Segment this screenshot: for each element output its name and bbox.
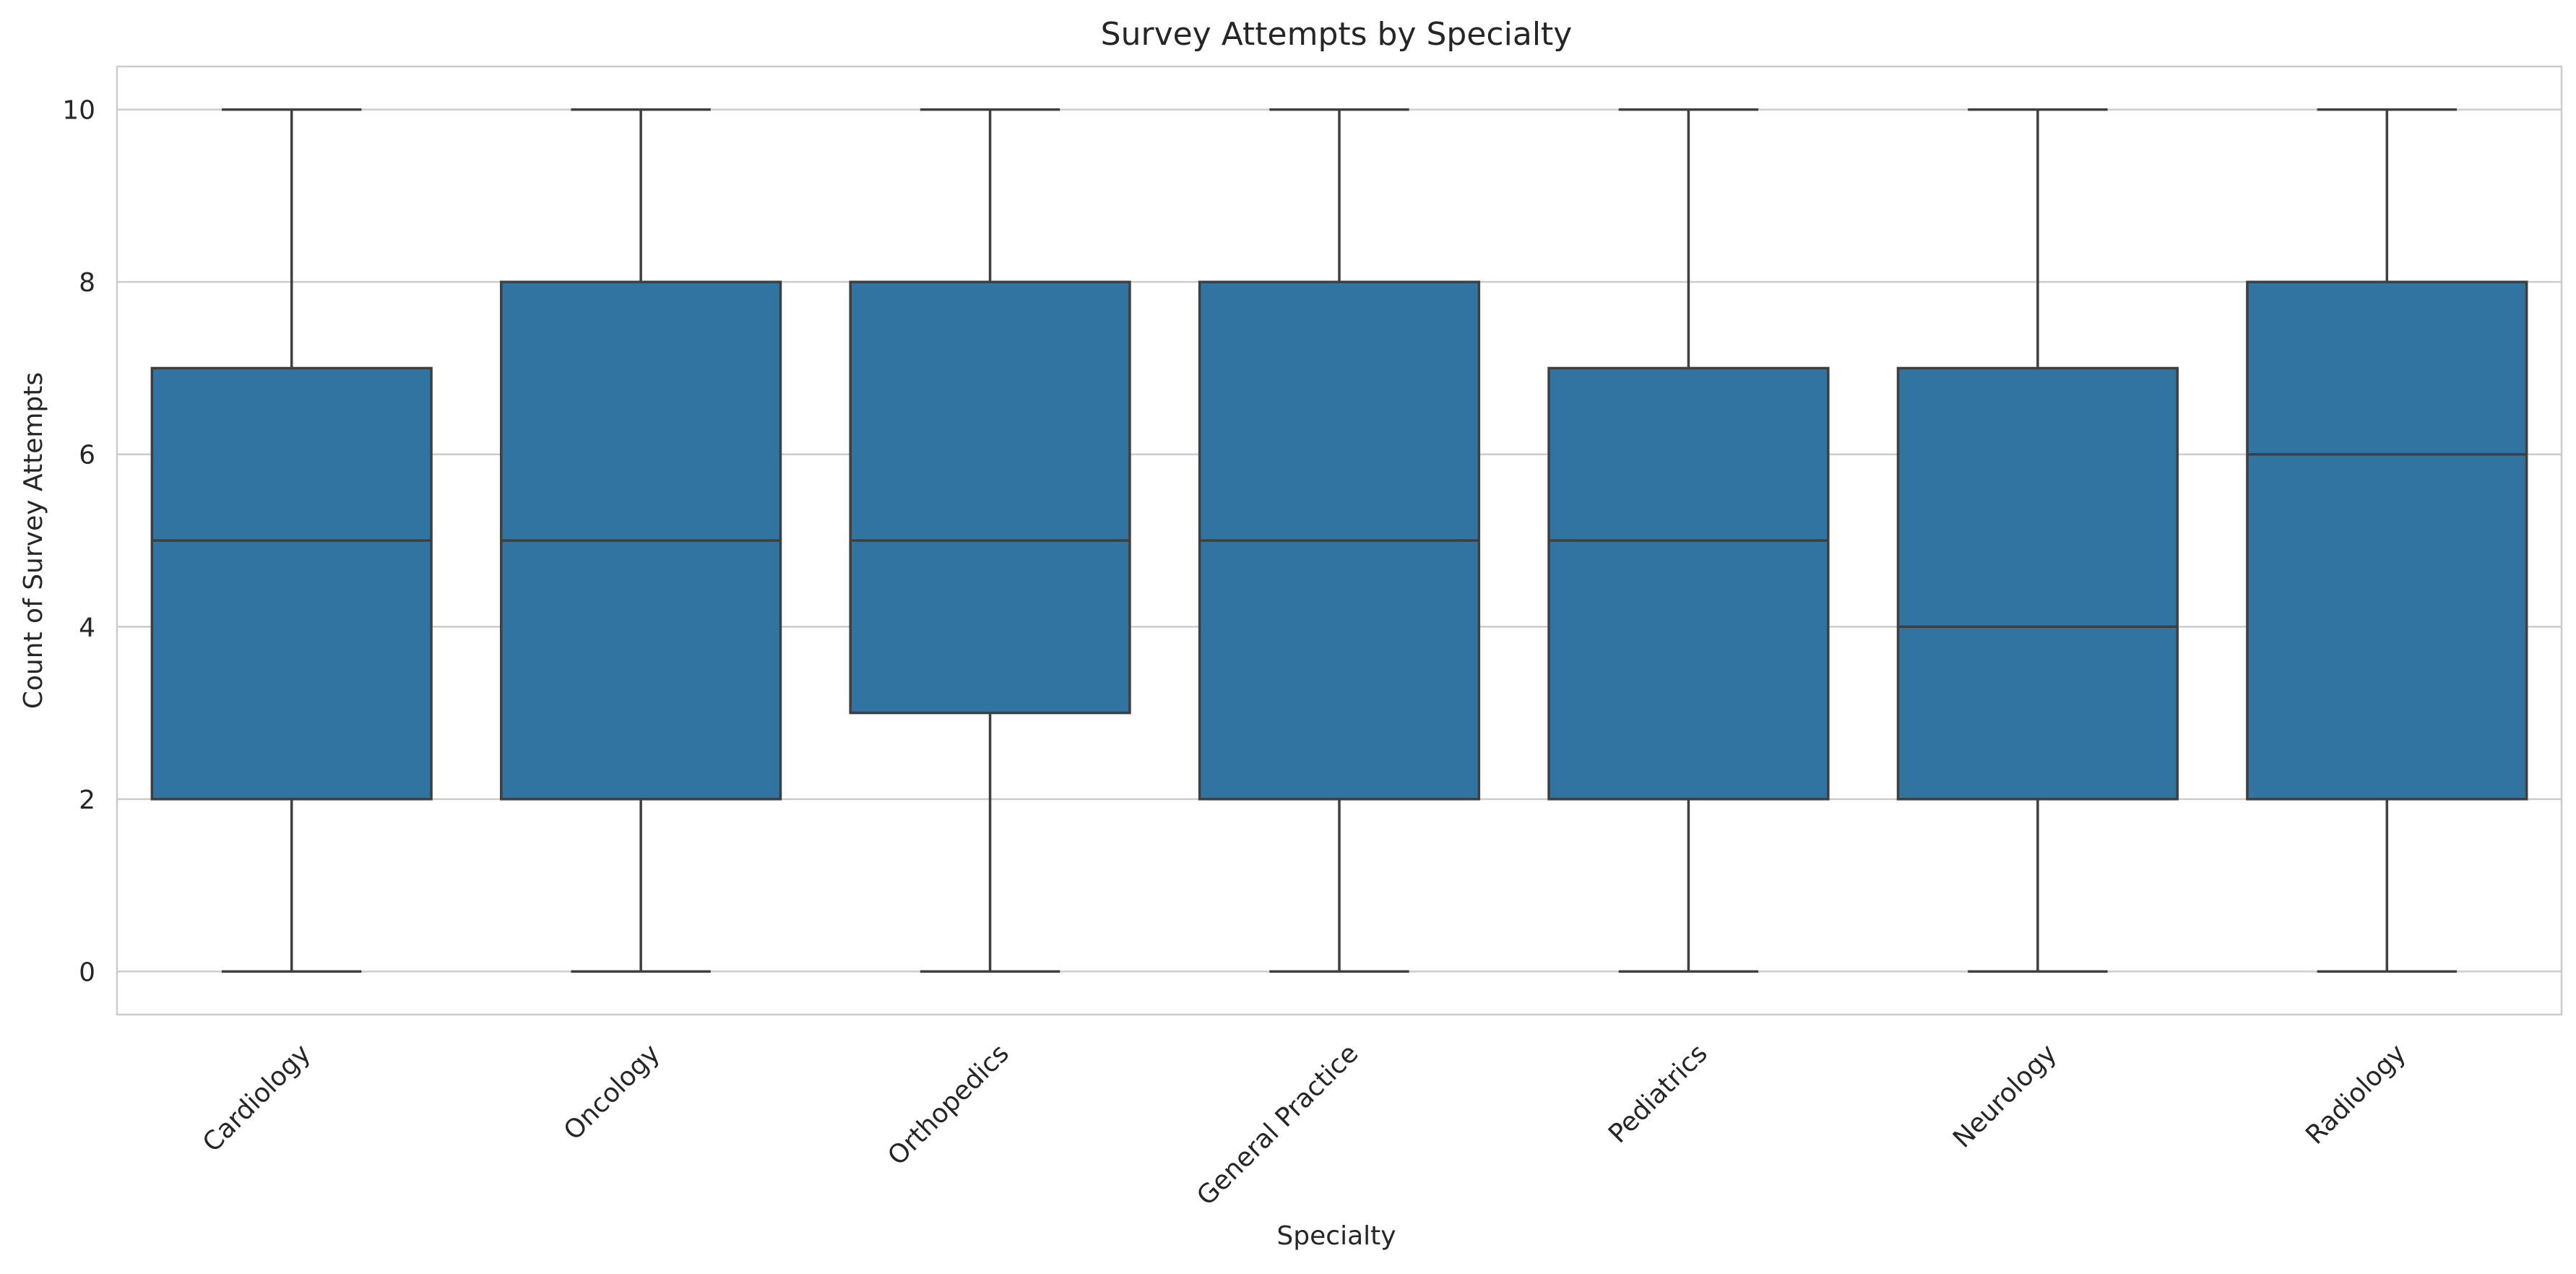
box-orthopedics (849, 108, 1131, 973)
x-tick-label: Orthopedics (882, 1038, 1014, 1171)
y-tick-label: 4 (79, 613, 95, 642)
x-tick-label: General Practice (1191, 1038, 1364, 1211)
boxes (150, 108, 2528, 973)
iqr-box (150, 366, 433, 801)
y-tick-label: 0 (79, 957, 95, 987)
x-tick-label: Pediatrics (1603, 1038, 1713, 1149)
plot-area-frame (116, 65, 2563, 1016)
box-oncology (500, 108, 782, 973)
y-tick-label: 10 (62, 96, 95, 126)
y-tick-label: 2 (79, 786, 95, 815)
x-tick-label: Cardiology (197, 1038, 316, 1158)
box-radiology (2246, 108, 2528, 973)
x-tick-label: Neurology (1948, 1038, 2062, 1153)
iqr-box (1547, 366, 1830, 801)
box-general-practice (1198, 108, 1481, 973)
box-pediatrics (1547, 108, 1830, 973)
x-tick-label: Radiology (2300, 1038, 2411, 1150)
x-tick-labels: Cardiology Oncology Orthopedics General Pra… (197, 1038, 2412, 1211)
x-tick-label: Oncology (558, 1038, 666, 1146)
chart-title: Survey Attempts by Specialty (1101, 16, 1573, 53)
iqr-box (1896, 366, 2179, 801)
box-neurology (1896, 108, 2179, 973)
box-cardiology (150, 108, 433, 973)
y-axis-label: Count of Survey Attempts (19, 372, 48, 709)
iqr-box (849, 280, 1131, 715)
y-tick-label: 6 (79, 441, 95, 470)
x-axis-label: Specialty (1276, 1221, 1396, 1251)
iqr-box (2246, 280, 2528, 801)
y-tick-labels: 0 2 4 6 8 10 (62, 96, 95, 988)
y-tick-label: 8 (79, 268, 95, 298)
